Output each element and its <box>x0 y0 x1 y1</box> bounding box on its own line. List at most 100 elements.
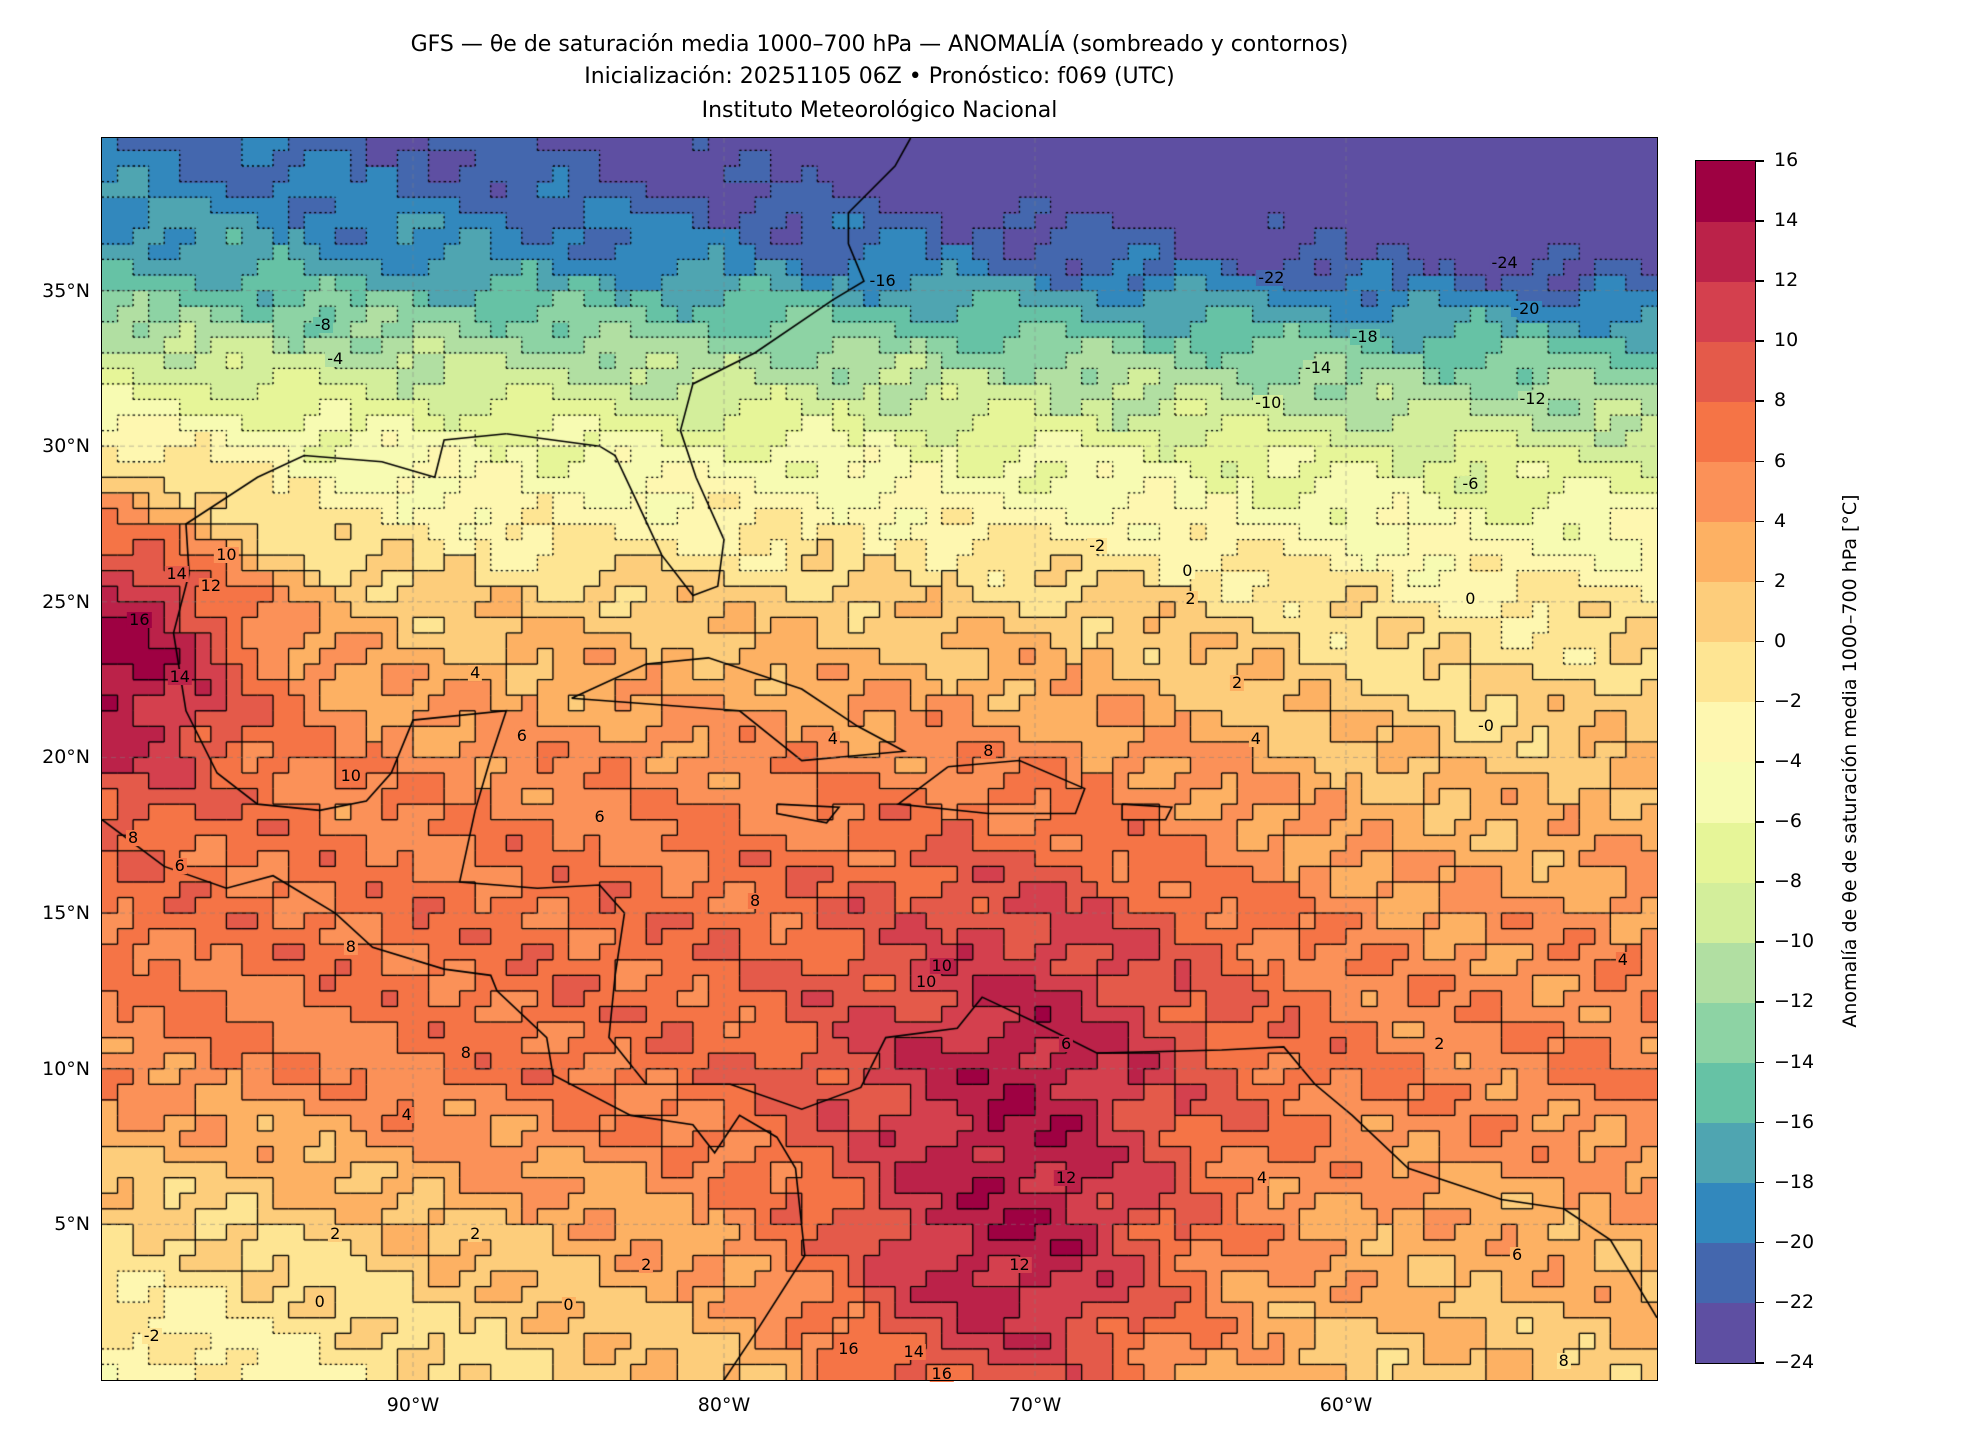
colorbar-tick <box>1756 1121 1764 1124</box>
colorbar-tick-label: −2 <box>1774 689 1803 712</box>
contour-label: 16 <box>127 610 152 630</box>
lat-tick-label: 30°N <box>42 435 90 458</box>
lon-tick-label: 70°W <box>1008 1394 1062 1416</box>
contour-label: -2 <box>141 1326 162 1346</box>
colorbar-tick-label: −18 <box>1774 1170 1815 1193</box>
colorbar-segment <box>1696 581 1755 643</box>
contour-label: 10 <box>929 956 954 975</box>
colorbar-tick-label: −10 <box>1774 930 1815 953</box>
colorbar-segment <box>1696 401 1755 462</box>
contour-label: 6 <box>172 856 187 876</box>
contour-label: 2 <box>1183 588 1198 608</box>
colorbar-tick-label: −12 <box>1774 990 1815 1013</box>
colorbar-tick <box>1756 520 1764 523</box>
contour-label: 2 <box>328 1223 343 1243</box>
chart-title: GFS — θe de saturación media 1000–700 hP… <box>410 32 1349 57</box>
colorbar-tick <box>1756 700 1764 703</box>
colorbar-segment <box>1696 1062 1755 1124</box>
contour-label: -18 <box>1349 327 1380 347</box>
contour-label: 4 <box>825 728 840 748</box>
contour-label: 4 <box>468 663 483 683</box>
colorbar-tick-label: −20 <box>1774 1230 1815 1253</box>
colorbar-tick <box>1756 881 1764 883</box>
colorbar-tick-label: −24 <box>1774 1351 1815 1373</box>
colorbar-tick <box>1756 1362 1764 1364</box>
contour-label: 8 <box>126 828 141 848</box>
colorbar-tick-label: −4 <box>1774 750 1803 772</box>
colorbar-segment <box>1696 822 1755 883</box>
colorbar-tick-label: 6 <box>1774 449 1787 472</box>
lat-tick-label: 25°N <box>42 590 90 613</box>
colorbar-segment <box>1696 762 1755 823</box>
colorbar-tick <box>1756 821 1764 823</box>
colorbar-segment <box>1696 161 1755 222</box>
contour-label: -4 <box>325 349 346 368</box>
contour-label: 2 <box>1432 1033 1447 1053</box>
colorbar-tick <box>1756 1301 1764 1304</box>
chart-subtitle-init: Inicialización: 20251105 06Z • Pronóstic… <box>584 64 1175 89</box>
contour-label: 14 <box>167 666 192 686</box>
contour-label: -8 <box>312 314 333 334</box>
colorbar-tick <box>1756 941 1764 943</box>
lat-tick-label: 35°N <box>42 279 90 302</box>
contour-label: -0 <box>1475 716 1496 736</box>
colorbar-segment <box>1696 461 1755 523</box>
colorbar-tick-label: 16 <box>1774 149 1799 171</box>
contour-label: 4 <box>1254 1167 1270 1187</box>
contour-label: -2 <box>1087 535 1108 555</box>
colorbar-segment <box>1696 221 1755 282</box>
contour-label: 2 <box>1230 672 1245 692</box>
contour-label: 10 <box>338 766 363 786</box>
contour-label: 8 <box>981 741 996 761</box>
lon-tick-label: 90°W <box>386 1394 440 1416</box>
colorbar-tick-label: 2 <box>1774 569 1787 592</box>
contour-label: 4 <box>399 1105 414 1125</box>
colorbar-segment <box>1696 1302 1755 1364</box>
colorbar-label: Anomalía de θe de saturación media 1000–… <box>1839 494 1861 1028</box>
contour-label: -14 <box>1302 358 1334 378</box>
colorbar-tick <box>1756 580 1764 583</box>
colorbar-tick <box>1756 1241 1764 1244</box>
colorbar-segment <box>1696 942 1755 1003</box>
contour-label: -16 <box>867 271 898 291</box>
contour-label: 2 <box>639 1254 654 1274</box>
contour-label: 16 <box>929 1363 954 1383</box>
contour-label: 6 <box>514 725 529 745</box>
anomaly-map <box>102 138 1657 1380</box>
colorbar-tick <box>1756 640 1764 643</box>
colorbar-tick <box>1756 160 1764 162</box>
contour-label: 12 <box>198 576 224 596</box>
colorbar-tick-label: −8 <box>1774 870 1803 893</box>
chart-subtitle-institute: Instituto Meteorológico Nacional <box>701 98 1058 123</box>
contour-label: -10 <box>1253 392 1284 412</box>
colorbar-tick-label: 0 <box>1774 629 1787 652</box>
colorbar-segment <box>1696 281 1755 342</box>
contour-label: 12 <box>1007 1254 1032 1274</box>
contour-label: 6 <box>1509 1245 1525 1265</box>
contour-label: 0 <box>312 1292 327 1312</box>
colorbar-segment <box>1696 521 1755 583</box>
colorbar-segment <box>1696 641 1755 703</box>
contour-label: 0 <box>1180 560 1195 580</box>
colorbar-segment <box>1696 1002 1755 1063</box>
contour-label: 10 <box>913 971 939 991</box>
colorbar-tick <box>1756 220 1764 222</box>
contour-label: 12 <box>1053 1167 1079 1187</box>
lat-tick-label: 20°N <box>42 746 90 769</box>
contour-label: 6 <box>1059 1033 1074 1053</box>
colorbar-segment <box>1696 1182 1755 1244</box>
colorbar-segment <box>1696 701 1755 763</box>
contour-label: 10 <box>214 545 239 565</box>
colorbar-tick-label: 14 <box>1774 209 1799 232</box>
contour-label: 8 <box>748 890 763 910</box>
contour-label: 14 <box>164 563 189 583</box>
colorbar-tick-label: −16 <box>1774 1110 1815 1133</box>
contour-label: 8 <box>1556 1351 1571 1371</box>
colorbar-tick <box>1756 1001 1764 1003</box>
contour-label: 14 <box>901 1341 926 1361</box>
contour-label: -22 <box>1256 268 1287 288</box>
colorbar-tick-label: −22 <box>1774 1290 1815 1313</box>
contour-label: -20 <box>1511 299 1542 319</box>
colorbar-tick-label: 8 <box>1774 389 1787 412</box>
colorbar-tick-label: −14 <box>1774 1050 1815 1073</box>
